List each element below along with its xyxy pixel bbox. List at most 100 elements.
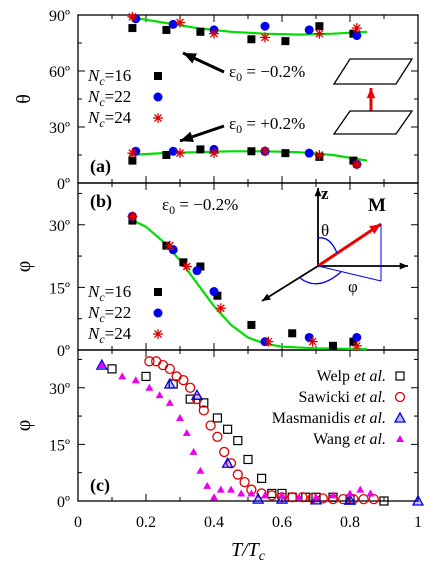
data-point: [349, 337, 358, 346]
y-tick-label: 0º: [57, 343, 70, 360]
y-tick-label: 30º: [49, 218, 70, 235]
tick-labels: 0º 30º 60º 90º θ 0º 15º 30º φ 0º 15º 30º φ 0 0.2 0.4 0.6…: [13, 8, 422, 564]
data-point-stroke: [154, 330, 162, 338]
data-point: [162, 151, 171, 159]
data-point: [232, 469, 243, 480]
data-point: [107, 364, 117, 374]
data-point: [162, 25, 171, 34]
data-point: [281, 37, 290, 46]
data-point: [260, 32, 270, 43]
data-point: [190, 388, 204, 400]
data-point: [212, 413, 222, 423]
data-point-stroke: [210, 149, 218, 158]
data-point-stroke: [216, 304, 225, 313]
data-point: [346, 489, 354, 497]
data-point: [275, 492, 289, 504]
y-tick-label: 60º: [49, 64, 70, 81]
data-point: [154, 288, 162, 296]
y-tick-label: 90º: [49, 8, 70, 25]
legend-a-entry: Nc=22: [87, 87, 131, 109]
legend-b-entry: Nc=22: [87, 303, 131, 325]
data-point: [154, 72, 162, 80]
data-point-stroke: [176, 149, 184, 158]
data-point: [127, 148, 138, 159]
data-point: [196, 27, 205, 36]
y-tick-label: 30º: [49, 120, 70, 137]
phi-arc: [299, 271, 342, 285]
data-point: [168, 146, 178, 156]
data-point: [343, 493, 357, 505]
data-point: [247, 320, 256, 329]
data-point: [239, 476, 250, 488]
legend-c-entry: Sawicki et al.: [298, 389, 386, 406]
data-point: [153, 92, 163, 102]
y-axis-arrow: [318, 262, 408, 270]
data-point: [182, 429, 191, 437]
data-point: [252, 492, 265, 504]
data-point: [196, 466, 205, 474]
x-tick-label: 0: [74, 514, 82, 531]
panel-label-a: (a): [90, 156, 111, 177]
data-point: [176, 413, 184, 421]
data-point: [145, 383, 154, 391]
data-point: [144, 356, 155, 367]
data-point-stroke: [182, 262, 191, 271]
data-point-stroke: [261, 33, 269, 42]
data-point: [128, 156, 137, 165]
data-point: [257, 473, 267, 483]
data-point: [153, 113, 163, 123]
panel-labels: (a) (b) (c) ε0 = −0.2% ε0 = +0.2% ε0 = −0.2%: [90, 51, 408, 496]
data-point: [393, 411, 407, 423]
data-point: [164, 363, 175, 375]
data-point-stroke: [165, 241, 174, 250]
data-point: [196, 262, 205, 271]
data-point-stroke: [154, 114, 162, 122]
data-point-stroke: [264, 337, 273, 346]
plane-inset-bottom: [332, 110, 414, 135]
data-point: [141, 371, 151, 382]
data-point: [379, 496, 389, 506]
data-point: [209, 148, 219, 159]
legend-c-entry: Welp et al.: [317, 368, 386, 385]
legend-a-entry: Nc=16: [87, 66, 131, 88]
data-point: [151, 356, 162, 367]
data-point: [368, 493, 379, 505]
y-axis-label: θ: [13, 94, 35, 104]
data-point: [153, 329, 163, 339]
y-axis-label: φ: [13, 261, 35, 273]
legend-a-entry: Nc=24: [87, 108, 132, 130]
data-point: [227, 485, 235, 493]
x-tick-label: 1: [414, 514, 422, 531]
data-point: [312, 493, 320, 501]
data-point: [304, 148, 314, 158]
theta-label: θ: [321, 221, 329, 240]
data-point: [278, 491, 286, 499]
data-point: [181, 261, 192, 272]
data-point: [243, 454, 253, 465]
data-point: [179, 258, 188, 267]
x-axis-arrow: [261, 265, 319, 302]
data-point: [175, 17, 185, 28]
data-point: [356, 485, 365, 493]
data-point: [221, 456, 234, 468]
data-point-stroke: [261, 147, 269, 156]
data-point-stroke: [352, 160, 361, 169]
arrow-head: [314, 188, 322, 197]
data-point: [192, 266, 202, 276]
arrow-shaft: [261, 265, 319, 302]
data-point: [203, 481, 212, 489]
data-point: [118, 372, 127, 380]
data-point: [215, 303, 226, 314]
data-point: [288, 329, 297, 338]
fit-curve: [128, 217, 368, 351]
data-point: [352, 332, 362, 342]
data-point: [213, 291, 222, 300]
data-point: [97, 361, 106, 369]
arrow-head: [399, 262, 408, 270]
arrow-head: [262, 293, 271, 301]
data-point: [329, 491, 337, 499]
data-point-stroke: [128, 149, 137, 158]
data-point: [178, 375, 189, 386]
arrow-head: [366, 88, 376, 99]
